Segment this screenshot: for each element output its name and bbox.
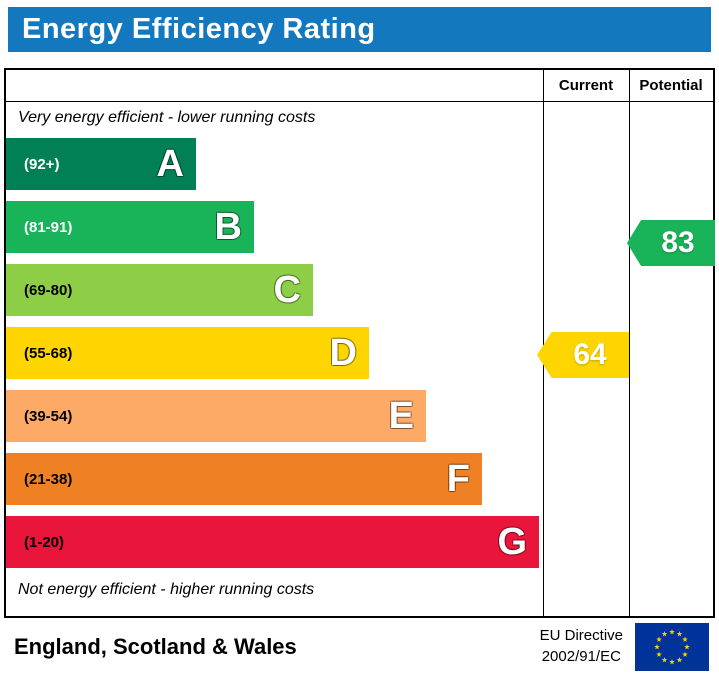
band-row-g: (1-20) G [6, 516, 539, 568]
band-letter: A [156, 142, 184, 185]
band-letter: B [214, 205, 242, 248]
band-range: (55-68) [24, 344, 73, 362]
band-row-b: (81-91) B [6, 201, 254, 253]
footer: England, Scotland & Wales EU Directive 2… [4, 618, 715, 675]
chart-header: Current Potential [6, 70, 713, 102]
band-row-d: (55-68) D [6, 327, 369, 379]
band-letter: E [388, 394, 414, 437]
band-letter: G [497, 520, 527, 563]
band-row-f: (21-38) F [6, 453, 482, 505]
current-column-header: Current [558, 77, 614, 94]
eu-directive-block: EU Directive 2002/91/EC [540, 622, 709, 671]
band-range: (69-80) [24, 281, 73, 299]
current-rating-value: 64 [573, 338, 607, 371]
potential-rating-marker: 83 [627, 220, 715, 266]
band-letter: D [329, 331, 357, 374]
eu-directive-line1: EU Directive [539, 627, 623, 645]
band-letter: F [446, 457, 470, 500]
band-row-e: (39-54) E [6, 390, 426, 442]
region-label: England, Scotland & Wales [14, 633, 297, 659]
band-letter: C [273, 268, 301, 311]
band-row-c: (69-80) C [6, 264, 313, 316]
band-range: (92+) [24, 155, 60, 173]
page-title: Energy Efficiency Rating [22, 13, 376, 45]
band-range: (81-91) [24, 218, 73, 236]
band-range: (1-20) [24, 533, 65, 551]
current-rating-marker: 64 [537, 332, 629, 378]
band-range: (39-54) [24, 407, 73, 425]
band-range: (21-38) [24, 470, 73, 488]
top-note: Very energy efficient - lower running co… [18, 109, 316, 126]
band-row-a: (92+) A [6, 138, 196, 190]
rating-chart: Current Potential Very energy efficient … [4, 68, 715, 618]
potential-rating-value: 83 [661, 226, 695, 259]
eu-directive-line2: 2002/91/EC [541, 647, 621, 665]
eu-flag-icon [635, 622, 709, 671]
eu-directive-label: EU Directive 2002/91/EC [540, 626, 623, 667]
current-column-divider [543, 70, 544, 616]
potential-column-header: Potential [639, 77, 703, 94]
title-bar: Energy Efficiency Rating [8, 7, 711, 52]
rating-bands: (92+) A (81-91) B (69-80) C (55-68) D (3… [6, 138, 543, 579]
potential-column-divider [629, 70, 630, 616]
bottom-note: Not energy efficient - higher running co… [18, 581, 315, 598]
